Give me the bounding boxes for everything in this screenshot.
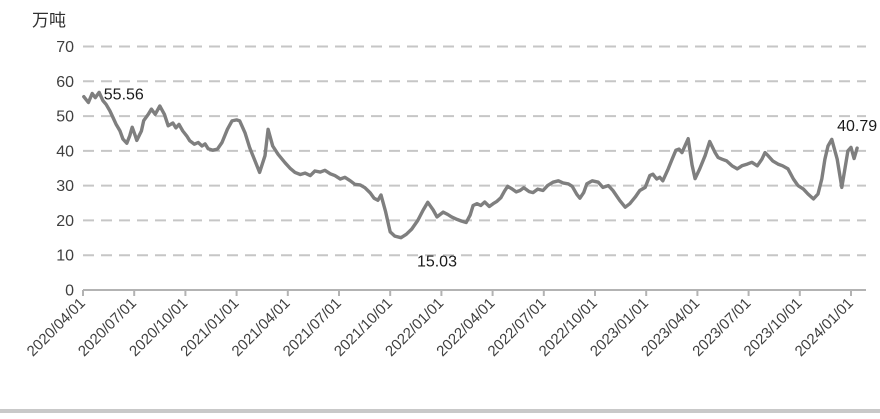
y-axis-tick-label: 30 — [56, 178, 74, 195]
y-axis-tick-label: 60 — [56, 74, 74, 91]
bottom-divider — [0, 409, 880, 413]
y-axis-tick-label: 70 — [56, 39, 74, 56]
y-axis-tick-label: 0 — [65, 283, 74, 300]
y-axis-tick-label: 40 — [56, 143, 74, 160]
y-axis-tick-label: 20 — [56, 213, 74, 230]
series-line — [82, 90, 859, 240]
y-axis-tick-label: 10 — [56, 248, 74, 265]
data-label: 40.79 — [837, 118, 877, 135]
data-label: 55.56 — [104, 87, 144, 104]
y-axis-tick-label: 50 — [56, 109, 74, 126]
data-label: 15.03 — [417, 254, 457, 271]
unit-label: 万吨 — [32, 11, 66, 30]
